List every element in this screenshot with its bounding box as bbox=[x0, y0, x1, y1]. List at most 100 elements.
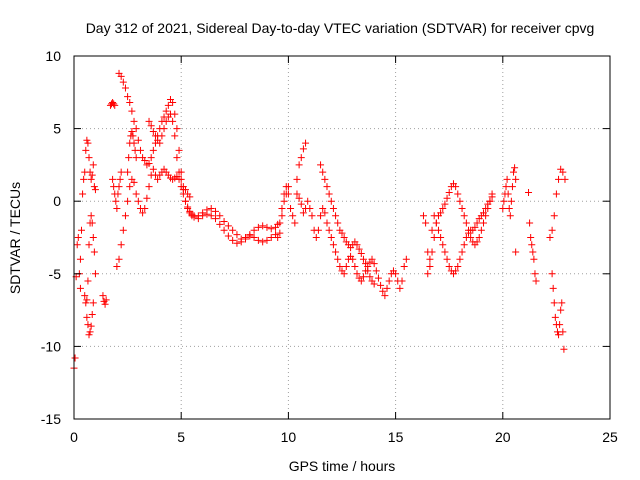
data-point bbox=[83, 296, 91, 304]
data-point bbox=[437, 234, 445, 241]
data-point bbox=[129, 132, 137, 140]
plot-frame bbox=[73, 55, 611, 420]
data-point bbox=[392, 270, 400, 278]
data-point bbox=[482, 204, 490, 212]
data-point bbox=[342, 263, 350, 271]
data-point bbox=[145, 159, 153, 167]
data-point bbox=[549, 284, 557, 292]
data-point bbox=[299, 145, 307, 153]
data-point bbox=[304, 197, 312, 205]
data-point bbox=[532, 277, 540, 285]
data-point bbox=[76, 255, 84, 263]
data-point bbox=[302, 139, 310, 147]
data-point bbox=[149, 146, 157, 154]
data-point bbox=[510, 168, 518, 176]
data-point bbox=[353, 270, 361, 278]
data-point bbox=[115, 255, 123, 263]
data-point bbox=[323, 183, 331, 191]
data-point bbox=[458, 204, 466, 212]
data-point bbox=[121, 84, 129, 92]
data-point bbox=[299, 209, 307, 217]
data-point bbox=[186, 193, 194, 201]
data-point bbox=[267, 234, 275, 241]
data-point bbox=[454, 263, 462, 271]
data-point bbox=[254, 236, 262, 244]
data-point bbox=[85, 241, 93, 249]
data-point bbox=[184, 204, 192, 212]
data-point bbox=[91, 270, 99, 278]
data-point bbox=[480, 209, 488, 217]
data-point bbox=[359, 273, 367, 281]
y-tick-label: 0 bbox=[53, 193, 61, 209]
data-point bbox=[329, 241, 337, 249]
data-point bbox=[349, 255, 357, 263]
data-point bbox=[132, 125, 140, 133]
data-point bbox=[147, 122, 155, 130]
data-point bbox=[124, 168, 132, 176]
data-point bbox=[164, 101, 172, 109]
data-point bbox=[181, 197, 189, 205]
data-point bbox=[91, 186, 99, 194]
data-point bbox=[552, 190, 560, 198]
data-point bbox=[110, 100, 118, 108]
data-point bbox=[323, 219, 331, 227]
data-point bbox=[134, 136, 142, 144]
data-point bbox=[88, 171, 96, 179]
data-point bbox=[321, 175, 329, 183]
data-point bbox=[462, 219, 470, 227]
data-point bbox=[134, 197, 142, 205]
data-point bbox=[332, 248, 340, 256]
data-point bbox=[379, 287, 387, 295]
data-point bbox=[259, 222, 267, 230]
data-point bbox=[212, 207, 220, 215]
data-point bbox=[190, 213, 198, 221]
data-point bbox=[87, 175, 95, 183]
data-point bbox=[74, 234, 82, 241]
data-point bbox=[175, 168, 183, 176]
data-point bbox=[124, 93, 132, 101]
data-point bbox=[117, 241, 125, 249]
data-point bbox=[454, 190, 462, 198]
data-point bbox=[82, 146, 90, 154]
data-point bbox=[430, 212, 438, 220]
data-point bbox=[181, 186, 189, 194]
data-point bbox=[558, 299, 566, 307]
data-point bbox=[216, 220, 224, 228]
data-point bbox=[555, 331, 563, 339]
data-point bbox=[437, 209, 445, 217]
data-point bbox=[233, 231, 241, 239]
data-point bbox=[126, 183, 134, 191]
data-point bbox=[117, 72, 125, 80]
data-point bbox=[130, 117, 138, 125]
data-point bbox=[282, 190, 290, 198]
data-point bbox=[145, 183, 153, 191]
data-point bbox=[366, 273, 374, 281]
data-point bbox=[327, 197, 335, 205]
data-point bbox=[434, 226, 442, 234]
data-point bbox=[89, 234, 97, 241]
data-point bbox=[426, 263, 434, 271]
data-point bbox=[317, 161, 325, 169]
data-point bbox=[357, 277, 365, 285]
data-point bbox=[169, 98, 177, 106]
data-point bbox=[276, 219, 284, 227]
data-point bbox=[84, 321, 92, 329]
data-point bbox=[508, 183, 516, 191]
data-point bbox=[400, 263, 408, 271]
data-point bbox=[458, 248, 466, 256]
data-point bbox=[381, 292, 389, 300]
data-point bbox=[149, 128, 157, 136]
data-point bbox=[556, 321, 564, 329]
data-point bbox=[131, 146, 139, 154]
data-point bbox=[507, 197, 515, 205]
data-point bbox=[207, 212, 215, 220]
y-tick-label: -10 bbox=[41, 338, 61, 354]
data-point bbox=[85, 331, 93, 339]
data-point bbox=[90, 183, 98, 191]
data-point bbox=[119, 78, 127, 86]
data-point bbox=[370, 260, 378, 268]
data-point bbox=[295, 194, 303, 202]
data-point bbox=[199, 212, 207, 220]
data-point bbox=[81, 292, 89, 300]
data-point bbox=[548, 226, 556, 234]
